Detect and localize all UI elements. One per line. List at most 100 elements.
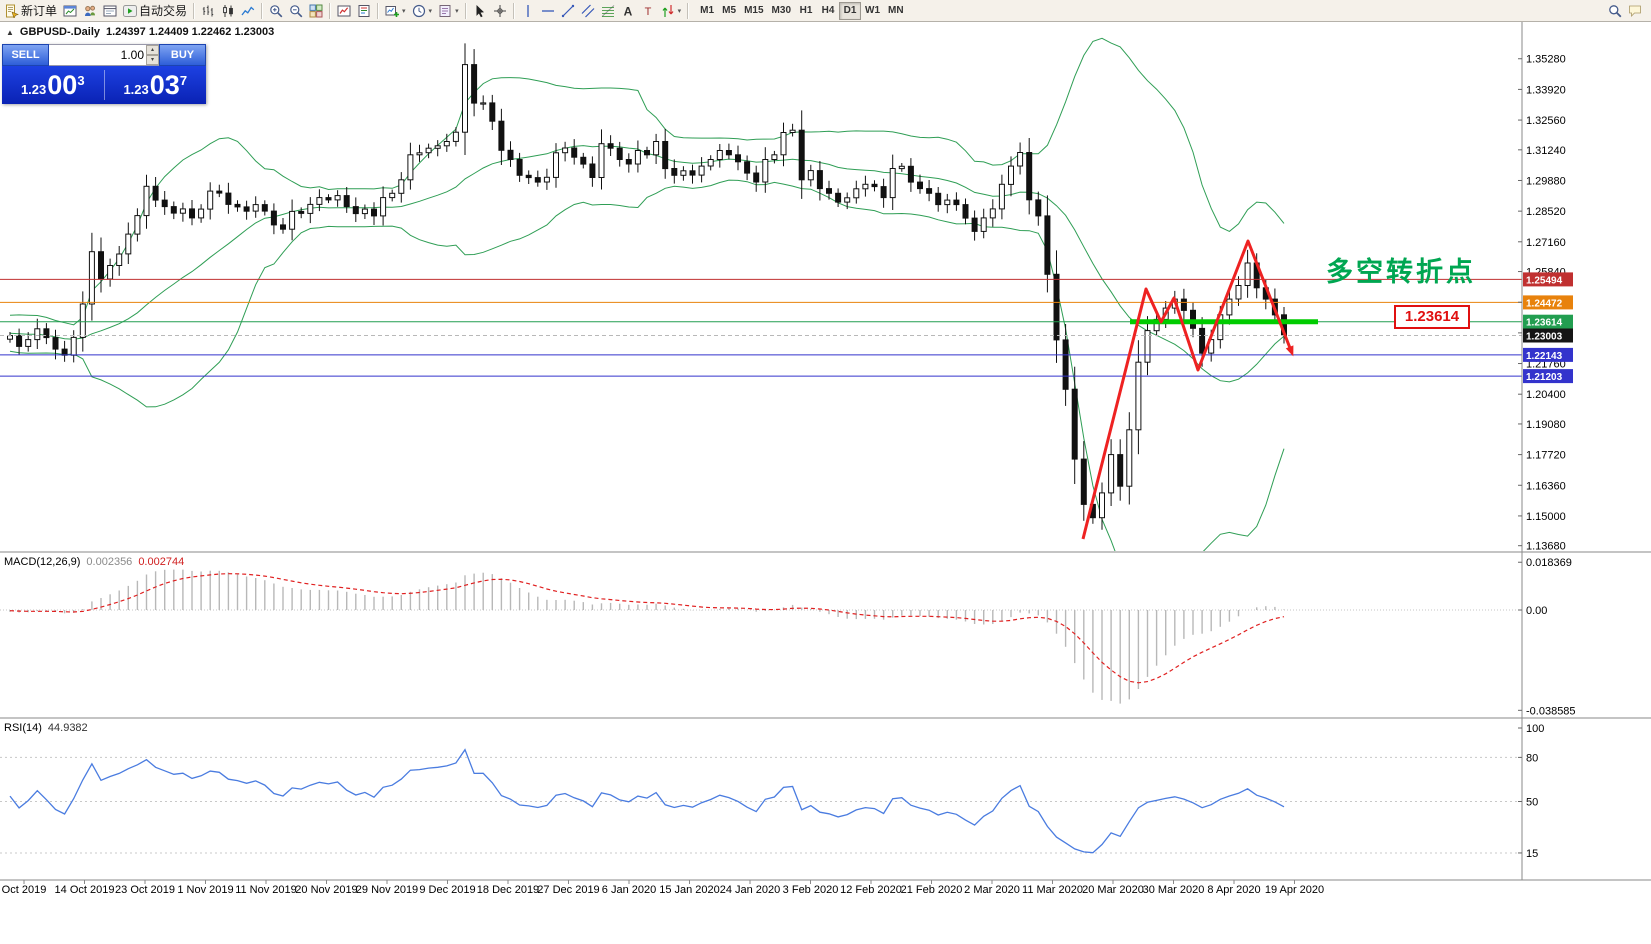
zoom-out-button[interactable] <box>286 1 306 21</box>
new-chart-button[interactable]: ▾ <box>382 1 409 21</box>
svg-text:3 Feb 2020: 3 Feb 2020 <box>783 884 839 896</box>
symbol-info: ▲ GBPUSD-.Daily 1.24397 1.24409 1.22462 … <box>6 26 274 38</box>
svg-text:1.28520: 1.28520 <box>1526 206 1566 218</box>
candlestick-icon <box>221 4 235 18</box>
vertical-line-button[interactable] <box>518 1 538 21</box>
macd-panel[interactable] <box>0 569 1522 704</box>
svg-text:20 Mar 2020: 20 Mar 2020 <box>1082 884 1144 896</box>
charts-window-button[interactable] <box>60 1 80 21</box>
label-button[interactable]: T <box>638 1 658 21</box>
toolbar-separator <box>512 2 515 19</box>
svg-text:14 Oct 2019: 14 Oct 2019 <box>55 884 115 896</box>
timeframe-button-m30[interactable]: M30 <box>768 2 795 20</box>
time-axis[interactable]: Oct 2019 14 Oct 2019 23 Oct 2019 1 Nov 2019… <box>2 880 1324 896</box>
tile-windows-button[interactable] <box>306 1 326 21</box>
svg-text:1.33920: 1.33920 <box>1526 84 1566 96</box>
svg-text:24 Jan 2020: 24 Jan 2020 <box>720 884 781 896</box>
collapse-trade-panel-icon[interactable]: ▲ <box>6 27 14 37</box>
volume-up-icon[interactable]: ▴ <box>146 45 159 55</box>
fibonacci-button[interactable] <box>598 1 618 21</box>
svg-text:1.31240: 1.31240 <box>1526 145 1566 157</box>
main-chart-area[interactable] <box>7 37 1287 581</box>
chat-icon <box>1628 4 1642 18</box>
bollinger-lower-band[interactable] <box>9 179 1285 581</box>
profiles-button[interactable] <box>80 1 100 21</box>
svg-text:1.19080: 1.19080 <box>1526 419 1566 431</box>
indicator-list-button[interactable] <box>354 1 374 21</box>
autotrade-button-label: 自动交易 <box>139 4 188 18</box>
candlestick-button[interactable] <box>218 1 238 21</box>
timeframe-toolbar: M1 M5 M15 M30 H1 H4 D1 W1 MN <box>696 1 908 20</box>
support-level-label[interactable]: 1.23614 <box>1394 305 1470 329</box>
data-window-button[interactable] <box>100 1 120 21</box>
crosshair-button[interactable] <box>490 1 510 21</box>
periods-button[interactable]: ▾ <box>409 1 436 21</box>
community-chat-button[interactable] <box>1625 1 1645 21</box>
volume-input[interactable] <box>49 45 146 65</box>
line-chart-button[interactable] <box>238 1 258 21</box>
horizontal-line-button[interactable] <box>538 1 558 21</box>
sell-price[interactable]: 1.23 00 3 <box>2 70 104 100</box>
timeframe-button-mn[interactable]: MN <box>884 2 908 20</box>
svg-text:21 Feb 2020: 21 Feb 2020 <box>901 884 963 896</box>
bar-chart-icon <box>201 4 215 18</box>
search-button[interactable] <box>1605 1 1625 21</box>
sell-button[interactable]: SELL <box>2 44 49 66</box>
arrows-button[interactable]: ▾ <box>658 1 685 21</box>
toolbar-separator <box>377 2 380 19</box>
bar-chart-button[interactable] <box>198 1 218 21</box>
volume-down-icon[interactable]: ▾ <box>146 55 159 65</box>
svg-text:1.27160: 1.27160 <box>1526 237 1566 249</box>
svg-text:Oct 2019: Oct 2019 <box>2 884 47 896</box>
timeframe-button-h4[interactable]: H4 <box>817 2 839 20</box>
svg-text:1.13680: 1.13680 <box>1526 541 1566 553</box>
timeframe-button-h1[interactable]: H1 <box>795 2 817 20</box>
toolbar-separator <box>329 2 332 19</box>
chart-window-icon <box>63 4 77 18</box>
svg-text:19 Apr 2020: 19 Apr 2020 <box>1265 884 1324 896</box>
new-order-button[interactable]: 新订单 <box>2 1 60 21</box>
cursor-button[interactable] <box>470 1 490 21</box>
rsi-indicator-label: RSI(14) 44.9382 <box>4 722 88 734</box>
horizontal-line-icon <box>541 4 555 18</box>
svg-text:23 Oct 2019: 23 Oct 2019 <box>115 884 175 896</box>
indicators-button[interactable] <box>334 1 354 21</box>
toolbar-buttons: 新订单 自动交易 ▾ ▾ ▾ A T ▾ <box>2 0 692 22</box>
sell-price-sup: 3 <box>77 73 85 88</box>
svg-text:2 Mar 2020: 2 Mar 2020 <box>964 884 1020 896</box>
svg-text:20 Nov 2019: 20 Nov 2019 <box>295 884 357 896</box>
trend-zigzag[interactable] <box>1081 239 1292 540</box>
price-divider <box>103 70 105 100</box>
channel-button[interactable] <box>578 1 598 21</box>
trendline-button[interactable] <box>558 1 578 21</box>
svg-text:1.35280: 1.35280 <box>1526 54 1566 66</box>
buy-button[interactable]: BUY <box>159 44 206 66</box>
timeframe-button-m15[interactable]: M15 <box>740 2 767 20</box>
timeframe-button-d1[interactable]: D1 <box>839 1 861 20</box>
svg-text:12 Feb 2020: 12 Feb 2020 <box>840 884 902 896</box>
template-button[interactable]: ▾ <box>435 1 462 21</box>
svg-text:11 Mar 2020: 11 Mar 2020 <box>1022 884 1083 896</box>
toolbar-right <box>1605 0 1645 22</box>
bollinger-upper-band[interactable] <box>9 37 1285 326</box>
timeframe-button-w1[interactable]: W1 <box>861 2 884 20</box>
turning-point-annotation[interactable]: 多空转折点 <box>1326 257 1476 287</box>
text-button[interactable]: A <box>618 1 638 21</box>
new-order-button-label: 新订单 <box>21 4 58 18</box>
rsi-panel[interactable] <box>0 748 1522 854</box>
buy-price[interactable]: 1.23 03 7 <box>105 70 207 100</box>
zoom-in-button[interactable] <box>266 1 286 21</box>
timeframe-button-m1[interactable]: M1 <box>696 2 718 20</box>
new-order-icon <box>5 4 19 18</box>
buy-price-sup: 7 <box>179 73 188 88</box>
macd-name: MACD(12,26,9) <box>4 556 81 568</box>
svg-text:18 Dec 2019: 18 Dec 2019 <box>477 884 539 896</box>
sell-price-big: 00 <box>47 70 78 100</box>
price-tag-1.25494 <box>1523 272 1573 287</box>
toolbar-separator <box>261 2 264 19</box>
autotrade-button[interactable]: 自动交易 <box>120 1 190 21</box>
svg-text:15 Jan 2020: 15 Jan 2020 <box>659 884 720 896</box>
timeframe-button-m5[interactable]: M5 <box>718 2 740 20</box>
